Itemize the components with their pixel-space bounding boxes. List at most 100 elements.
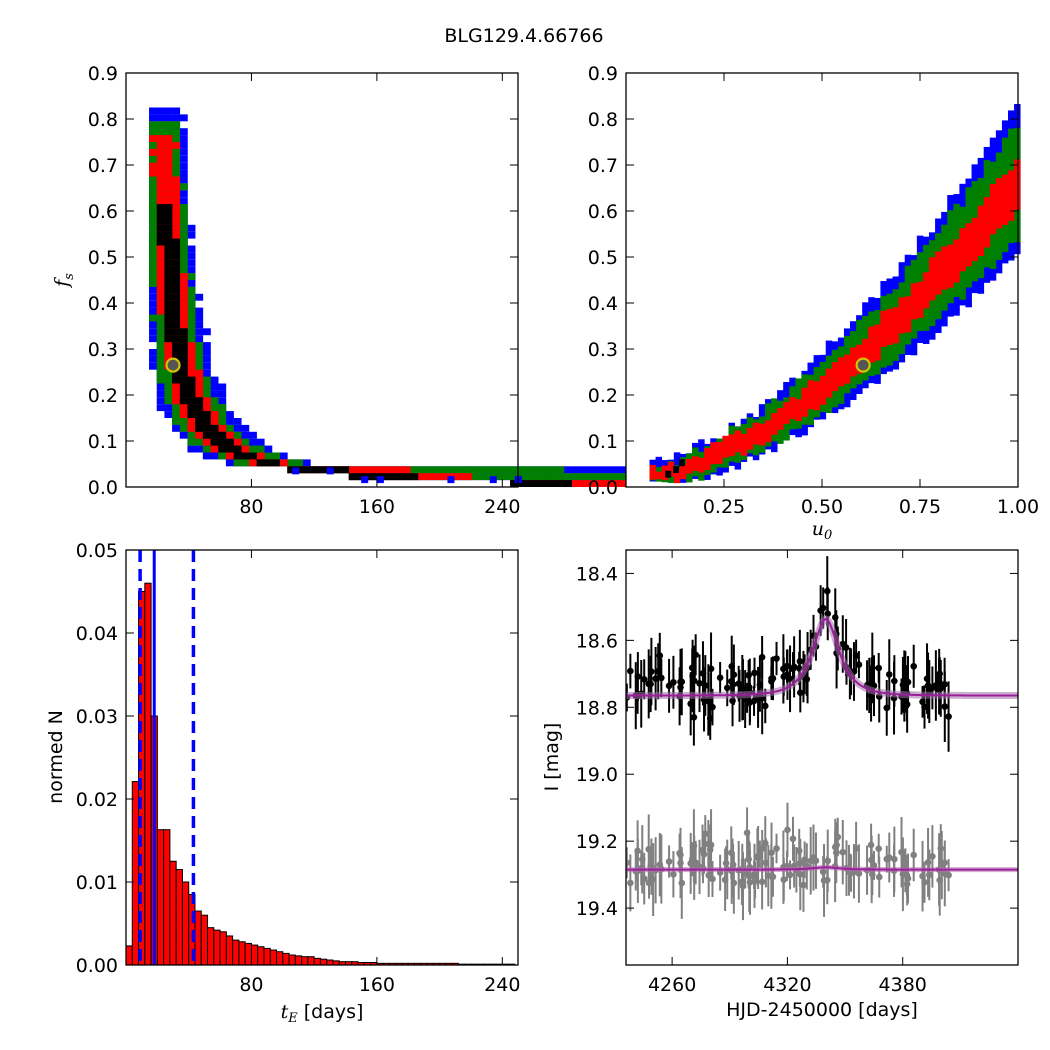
heatmap-cell [971,259,979,268]
heatmap-cell [594,480,603,487]
data-point-secondary [839,848,847,856]
heatmap-cell [965,178,972,187]
histogram-bar [250,944,259,966]
heatmap-cell [880,366,887,375]
heatmap-cell [673,452,681,460]
heatmap-cell [661,472,669,481]
heatmap-cell [156,128,165,136]
heatmap-cell [929,240,936,248]
heatmap-cell [202,328,211,336]
heatmap-cell [210,390,219,398]
heatmap-cell [149,190,158,198]
heatmap-cell [862,302,869,310]
heatmap-cell [172,349,181,356]
heatmap-cell [771,434,778,442]
heatmap-cell [279,452,288,460]
data-point-main [730,671,738,679]
heatmap-cell [886,364,893,372]
heatmap-cell [156,321,165,329]
heatmap-cell [164,190,173,198]
heatmap-cell [179,424,188,432]
heatmap-cell [1014,195,1021,203]
ylabel-imag: I [mag] [541,723,563,792]
heatmap-cell [348,473,357,481]
heatmap-cell [843,335,851,344]
heatmap-cell [156,349,165,356]
heatmap-cell [1008,110,1015,118]
heatmap-cell [202,438,211,446]
heatmap-cell [819,411,827,420]
heatmap-cell [149,362,158,370]
heatmap-cell [172,404,181,412]
heatmap-cell [728,434,735,442]
heatmap-cell [517,466,526,474]
heatmap-cell [202,445,211,453]
heatmap-cell [789,397,796,405]
heatmap-cell [156,293,165,301]
data-point-secondary [768,849,775,856]
heatmap-cell [164,142,173,149]
heatmap-cell [149,266,158,274]
percentile-lines [138,550,196,965]
heatmap-cell [379,466,388,474]
heatmap-cell [241,438,250,446]
data-point-secondary [678,879,686,887]
heatmap-cell [698,451,705,460]
heatmap-cell [602,466,611,474]
heatmap-cell [202,431,211,439]
heatmap-cell [149,183,158,191]
heatmap-cell [892,362,900,370]
heatmap-cell [874,324,881,332]
heatmap-cell [1014,206,1021,214]
histogram-bar [263,947,271,966]
heatmap-cell [922,279,930,287]
data-point-secondary [797,871,804,878]
heatmap-cell [302,459,311,467]
heatmap-cell [149,142,158,149]
heatmap-cell [149,224,158,232]
heatmap-cell [995,185,1003,193]
y3-tick-label: 0.03 [76,706,118,728]
heatmap-cell [156,190,165,198]
heatmap-cell [965,265,972,274]
heatmap-cell [218,424,227,432]
heatmap-cell [989,151,997,160]
heatmap-cell [789,404,796,412]
histogram-bar [257,946,265,966]
heatmap-cell [904,347,912,355]
heatmap-cell [172,114,181,122]
heatmap-cell [156,155,165,163]
heatmap-cell [1008,170,1015,178]
y1-tick-label: 0.7 [88,155,118,177]
heatmap-cell [910,304,918,313]
heatmap-cell [195,321,204,329]
heatmap-cell [195,431,204,439]
heatmap-cell [448,466,457,474]
heatmap-cell [164,266,173,274]
best-fit-point [165,357,181,373]
heatmap-cell [953,194,960,202]
heatmap-cell [801,381,808,390]
heatmap-cell [1014,246,1021,255]
histogram-bar [282,952,290,966]
heatmap-cell [1008,149,1015,158]
heatmap-cell [256,459,265,467]
heatmap-cell [502,473,511,481]
heatmap-cell [195,418,204,425]
heatmap-cell [179,135,188,142]
heatmap-cell [179,369,188,377]
heatmap-cell [947,224,954,232]
heatmap-cell [977,279,985,287]
heatmap-cell [825,362,833,371]
heatmap-cell [149,245,158,253]
heatmap-cell [1014,173,1021,182]
heatmap-cell [1014,149,1021,157]
heatmap-cell [995,220,1003,229]
heatmap-cell [953,308,960,316]
y2-tick-label: 0.8 [588,109,618,131]
heatmap-cell [387,473,396,481]
heatmap-cell [187,404,196,412]
heatmap-cell [172,121,181,129]
heatmap-cell [965,187,972,195]
heatmap-cell [904,287,912,295]
